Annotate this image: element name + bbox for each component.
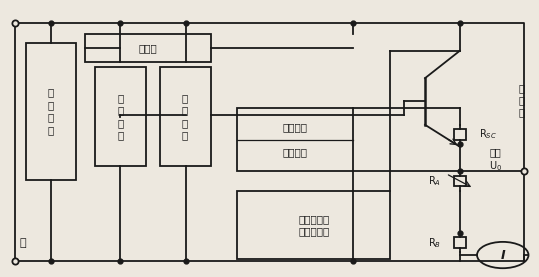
- Bar: [454, 176, 466, 186]
- Text: 输出
U$_0$: 输出 U$_0$: [489, 148, 502, 173]
- Bar: [237, 191, 390, 259]
- Bar: [85, 34, 211, 62]
- Text: 恒流源: 恒流源: [138, 43, 157, 53]
- Text: 调
整
管: 调 整 管: [519, 83, 525, 117]
- Bar: [237, 108, 353, 171]
- Text: 调整管安全
工作区保护: 调整管安全 工作区保护: [298, 214, 329, 236]
- Bar: [25, 43, 77, 179]
- Text: R$_A$: R$_A$: [428, 174, 441, 188]
- Text: 地: 地: [19, 238, 26, 248]
- Bar: [454, 237, 466, 248]
- Bar: [454, 129, 466, 140]
- Bar: [160, 67, 211, 166]
- Text: 启
动
电
路: 启 动 电 路: [48, 88, 54, 135]
- Bar: [95, 67, 146, 166]
- Text: 短路保护

过流保护: 短路保护 过流保护: [282, 122, 307, 157]
- Text: I: I: [500, 248, 505, 261]
- Text: 基
准
电
压: 基 准 电 压: [118, 93, 124, 140]
- Text: R$_B$: R$_B$: [428, 236, 441, 250]
- Text: 误
差
放
大: 误 差 放 大: [182, 93, 188, 140]
- Text: R$_{SC}$: R$_{SC}$: [479, 127, 496, 141]
